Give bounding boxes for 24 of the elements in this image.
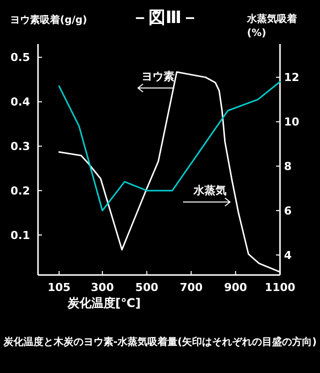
y-tick-label: 0.5 (10, 51, 30, 64)
annotation: 水蒸気 (192, 184, 226, 197)
x-tick-label: 500 (135, 281, 159, 294)
line-series (58, 81, 281, 212)
y2-tick-label: 8 (284, 160, 292, 174)
text: 炭化温度と木炭のヨウ素-水蒸気吸着量(矢印はそれぞれの目盛の方向) (2, 336, 317, 348)
y-axis-title: ヨウ素吸着(g/g) (10, 14, 88, 26)
chart-title: －図Ⅲ－ (131, 8, 199, 28)
x-tick-label: 700 (180, 281, 204, 294)
y2-tick-label: 4 (284, 248, 292, 262)
y-tick-label: 0.2 (10, 184, 30, 198)
x-tick-label: 105 (48, 281, 71, 294)
y-tick-label: 0.3 (10, 140, 30, 154)
y2-tick-label: 12 (284, 71, 300, 84)
x-tick-label: 900 (224, 281, 248, 294)
x-tick-label: 300 (90, 281, 114, 294)
y-tick-label: 0.1 (10, 228, 30, 242)
y2-tick-label: 6 (284, 204, 292, 218)
annotation: ヨウ素 (142, 70, 174, 83)
x-axis-title: 炭化温度[℃] (66, 296, 141, 310)
x-tick-label: 1100 (264, 281, 296, 294)
y2-tick-label: 10 (284, 116, 300, 129)
y-tick-label: 0.4 (10, 96, 30, 109)
y2-axis-title: 水蒸気吸着 (%) (246, 13, 297, 39)
